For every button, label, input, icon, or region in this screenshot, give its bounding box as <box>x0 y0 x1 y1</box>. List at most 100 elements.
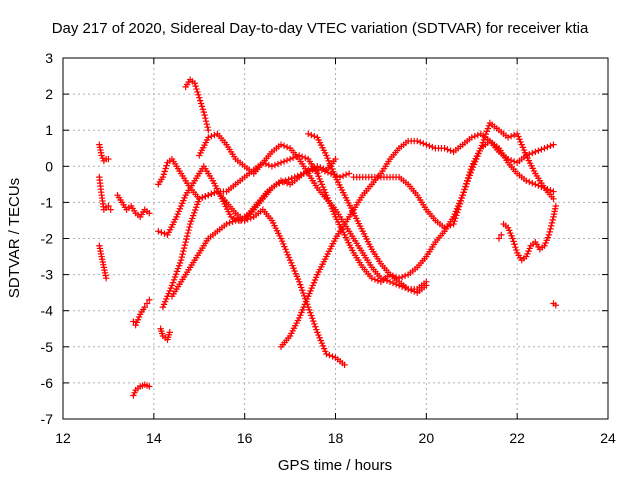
data-point <box>180 244 188 252</box>
data-point <box>459 191 466 199</box>
data-point <box>549 216 556 224</box>
data-point <box>193 204 200 211</box>
series-arc-b <box>96 173 114 213</box>
data-point <box>547 225 554 233</box>
data-point <box>162 165 169 172</box>
data-point <box>294 172 301 180</box>
data-point <box>193 85 200 93</box>
data-point <box>105 202 112 210</box>
data-point <box>300 289 307 297</box>
data-point <box>179 250 186 258</box>
data-point <box>471 133 478 140</box>
data-point <box>309 315 316 322</box>
data-point <box>286 155 294 163</box>
data-point <box>485 122 493 129</box>
data-point <box>512 243 519 251</box>
data-point <box>392 273 400 281</box>
data-point <box>510 238 517 245</box>
data-point <box>461 186 468 193</box>
data-point <box>195 91 202 99</box>
data-point <box>229 218 236 225</box>
data-point <box>478 142 486 149</box>
data-point <box>298 287 306 294</box>
data-point <box>398 273 406 281</box>
data-point <box>510 158 518 165</box>
data-point <box>368 275 376 282</box>
data-point <box>532 181 539 188</box>
data-point <box>102 275 110 282</box>
x-tick-label: 24 <box>600 430 616 446</box>
data-point <box>474 131 482 139</box>
data-point <box>196 94 203 101</box>
data-points <box>96 76 559 399</box>
data-point <box>198 103 206 110</box>
data-point <box>160 171 168 178</box>
data-point <box>453 212 460 219</box>
data-point <box>342 171 350 178</box>
data-point <box>504 134 512 141</box>
data-point <box>271 161 279 169</box>
data-point <box>184 229 192 237</box>
data-point <box>395 275 403 282</box>
data-point <box>181 241 189 249</box>
data-point <box>552 202 559 210</box>
data-point <box>203 120 211 128</box>
y-tick-label: -6 <box>41 375 54 391</box>
data-point <box>383 277 391 284</box>
series-arc-d <box>114 191 153 221</box>
data-point <box>296 281 304 288</box>
data-point <box>204 123 211 131</box>
data-point <box>447 147 454 154</box>
data-point <box>511 241 518 248</box>
data-point <box>380 276 388 283</box>
data-point <box>273 181 280 188</box>
data-point <box>544 185 551 193</box>
data-point <box>467 165 475 173</box>
data-point <box>529 179 536 187</box>
data-point <box>173 268 181 275</box>
data-point <box>498 231 505 239</box>
data-point <box>457 197 465 205</box>
data-point <box>306 306 313 314</box>
data-point <box>456 200 464 208</box>
data-point <box>262 160 270 168</box>
data-point <box>526 178 533 186</box>
data-point <box>105 155 112 163</box>
data-point <box>311 320 318 328</box>
series-arc-r <box>495 231 505 242</box>
data-point <box>211 189 218 196</box>
data-point <box>199 194 206 201</box>
data-point <box>484 125 492 132</box>
series-arc-m <box>168 206 348 369</box>
data-point <box>197 100 205 107</box>
data-point <box>146 383 153 390</box>
data-point <box>341 361 348 369</box>
data-point <box>285 176 292 183</box>
data-point <box>168 282 176 289</box>
data-point <box>202 193 209 200</box>
data-point <box>247 214 254 222</box>
data-point <box>223 220 230 228</box>
data-point <box>339 172 347 180</box>
data-point <box>450 220 457 228</box>
data-point <box>297 171 304 178</box>
data-point <box>529 149 536 157</box>
data-point <box>441 145 448 152</box>
data-point <box>526 151 533 158</box>
data-point <box>321 167 329 175</box>
data-point <box>141 303 148 311</box>
data-point <box>244 216 251 223</box>
data-point <box>194 201 201 208</box>
data-point <box>455 203 463 210</box>
data-point <box>545 231 553 239</box>
data-point <box>205 134 212 141</box>
data-point <box>480 136 488 144</box>
data-point <box>377 275 385 282</box>
data-point <box>161 230 168 237</box>
x-tick-label: 14 <box>146 430 162 446</box>
data-point <box>546 228 553 236</box>
series-arc-c <box>96 242 110 282</box>
data-point <box>464 174 472 182</box>
data-point <box>313 326 320 333</box>
